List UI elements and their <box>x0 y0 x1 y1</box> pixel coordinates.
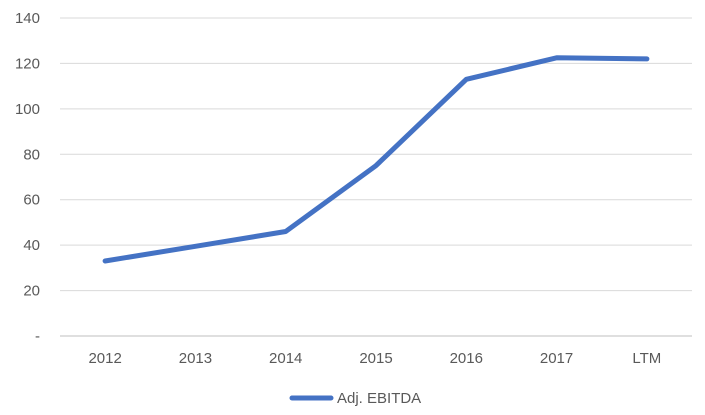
x-axis-ticks: 2012 2013 2014 2015 2016 2017 LTM <box>88 350 661 367</box>
series-lines <box>102 55 650 264</box>
x-tick-label: LTM <box>632 350 661 367</box>
legend-label-adj-ebitda: Adj. EBITDA <box>337 390 421 407</box>
y-tick-label: 40 <box>23 237 40 254</box>
y-tick-label: 20 <box>23 283 40 300</box>
y-tick-label: 80 <box>23 146 40 163</box>
legend: Adj. EBITDA <box>289 390 421 407</box>
x-tick-label: 2015 <box>359 350 392 367</box>
x-tick-label: 2016 <box>450 350 483 367</box>
series-line-adj-ebitda <box>102 55 650 264</box>
y-tick-label: - <box>35 328 40 345</box>
y-axis-ticks: - 20 40 60 80 100 120 140 <box>15 10 40 345</box>
y-tick-label: 60 <box>23 192 40 209</box>
x-tick-label: 2014 <box>269 350 302 367</box>
x-tick-label: 2013 <box>179 350 212 367</box>
gridlines <box>60 17 692 337</box>
y-tick-label: 120 <box>15 55 40 72</box>
y-tick-label: 140 <box>15 10 40 27</box>
x-tick-label: 2012 <box>88 350 121 367</box>
y-tick-label: 100 <box>15 101 40 118</box>
x-tick-label: 2017 <box>540 350 573 367</box>
